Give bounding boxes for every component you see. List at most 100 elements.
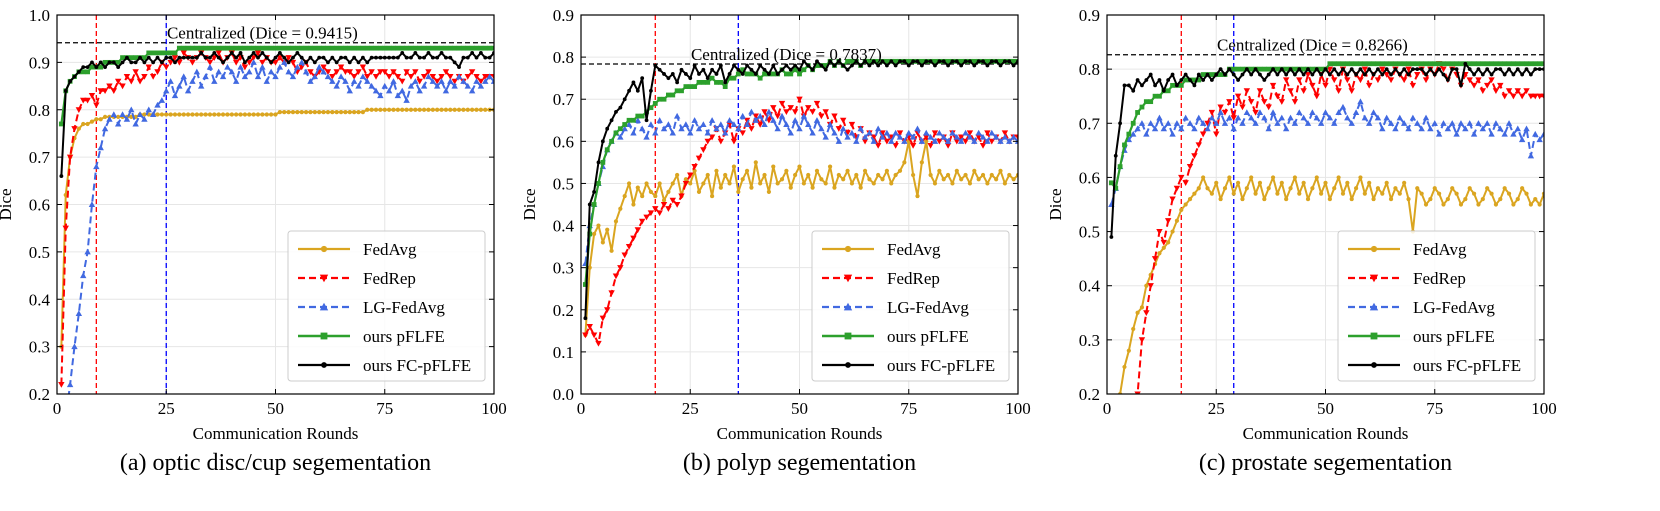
point-lgfedavg xyxy=(1444,125,1452,132)
point-fedavg xyxy=(308,110,313,115)
point-fedrep xyxy=(599,315,607,322)
point-fedrep xyxy=(1387,77,1395,84)
point-pflfe xyxy=(1519,61,1525,67)
point-pflfe xyxy=(1240,66,1245,72)
point-fedrep xyxy=(617,265,624,271)
point-fedavg xyxy=(1498,196,1503,202)
x-axis-label: Communication Rounds xyxy=(717,424,883,443)
point-pflfe xyxy=(150,50,156,56)
y-tick-label: 0.5 xyxy=(1079,223,1100,242)
point-pflfe xyxy=(1419,61,1425,67)
point-lgfedavg xyxy=(905,129,912,136)
point-pflfe xyxy=(469,45,475,51)
point-fedrep xyxy=(840,117,847,124)
point-fedavg xyxy=(312,110,317,115)
point-fedavg xyxy=(854,172,859,178)
point-pflfe xyxy=(1143,99,1149,105)
point-fedavg xyxy=(1187,196,1193,202)
y-tick-label: 0.2 xyxy=(29,385,50,404)
point-fedrep xyxy=(669,197,676,204)
point-fcpflfe xyxy=(339,55,343,60)
point-pflfe xyxy=(373,45,379,51)
point-pflfe xyxy=(1122,142,1127,148)
point-fedrep xyxy=(416,78,423,85)
point-lgfedavg xyxy=(997,138,1004,144)
point-lgfedavg xyxy=(281,59,288,65)
point-fcpflfe xyxy=(1467,67,1472,72)
legend-item-pflfe: ours pFLFE xyxy=(822,327,969,346)
point-lgfedavg xyxy=(1536,136,1543,143)
point-fedrep xyxy=(1379,66,1386,73)
point-fedrep xyxy=(1226,99,1233,105)
point-fcpflfe xyxy=(1279,67,1284,72)
point-fedrep xyxy=(250,55,257,61)
point-lgfedavg xyxy=(1366,120,1373,126)
point-lgfedavg xyxy=(735,125,742,132)
point-fedrep xyxy=(176,59,183,66)
point-fedrep xyxy=(1300,88,1307,94)
point-fedavg xyxy=(1428,196,1433,202)
point-fedrep xyxy=(420,74,428,80)
point-fcpflfe xyxy=(1524,67,1529,72)
point-pflfe xyxy=(1139,104,1145,110)
point-fedrep xyxy=(403,69,410,76)
point-lgfedavg xyxy=(75,310,83,317)
point-pflfe xyxy=(1480,61,1486,67)
point-fcpflfe xyxy=(98,60,103,65)
point-fedavg xyxy=(264,112,269,117)
point-fcpflfe xyxy=(596,160,601,165)
point-fcpflfe xyxy=(76,69,81,74)
point-fedavg xyxy=(902,160,907,165)
point-lgfedavg xyxy=(638,125,646,132)
point-fedavg xyxy=(1345,180,1350,185)
point-fcpflfe xyxy=(251,51,256,55)
point-fcpflfe xyxy=(675,80,680,85)
point-fcpflfe xyxy=(1271,67,1275,72)
legend-label: LG-FedAvg xyxy=(363,298,445,317)
point-fedrep xyxy=(691,164,698,170)
legend-label: FedRep xyxy=(887,269,940,288)
point-fedavg xyxy=(626,181,632,186)
point-pflfe xyxy=(770,71,776,77)
point-pflfe xyxy=(198,45,204,51)
point-fedavg xyxy=(736,189,741,194)
point-fedavg xyxy=(653,193,658,199)
point-lgfedavg xyxy=(1514,125,1521,132)
point-fcpflfe xyxy=(614,109,618,114)
point-fcpflfe xyxy=(710,67,714,72)
point-fcpflfe xyxy=(1007,59,1012,64)
point-fedrep xyxy=(822,109,829,116)
point-fedavg xyxy=(718,185,723,190)
point-lgfedavg xyxy=(765,108,773,115)
point-lgfedavg xyxy=(1348,120,1355,126)
point-lgfedavg xyxy=(237,63,244,70)
point-lgfedavg xyxy=(883,129,891,136)
point-lgfedavg xyxy=(219,73,227,80)
point-fcpflfe xyxy=(806,63,811,68)
point-lgfedavg xyxy=(831,129,838,136)
point-lgfedavg xyxy=(1440,120,1447,126)
point-pflfe xyxy=(1484,61,1490,67)
point-fedavg xyxy=(766,189,772,194)
point-fedrep xyxy=(232,59,240,66)
point-fedrep xyxy=(289,59,297,66)
point-fedrep xyxy=(1217,104,1224,111)
point-lgfedavg xyxy=(1309,109,1316,116)
point-fcpflfe xyxy=(120,60,125,65)
point-fedavg xyxy=(1161,245,1166,250)
point-fedrep xyxy=(1182,180,1189,187)
point-lgfedavg xyxy=(962,129,969,136)
point-lgfedavg xyxy=(1322,109,1329,116)
point-fcpflfe xyxy=(1345,72,1350,77)
point-fedavg xyxy=(1367,180,1372,185)
point-pflfe xyxy=(1379,61,1385,67)
point-lgfedavg xyxy=(634,117,642,123)
point-fcpflfe xyxy=(1002,59,1007,64)
point-fedrep xyxy=(1287,88,1294,94)
point-pflfe xyxy=(631,117,636,123)
point-fcpflfe xyxy=(933,63,937,68)
point-fedrep xyxy=(748,126,755,132)
point-fcpflfe xyxy=(470,51,475,55)
point-pflfe xyxy=(194,45,200,51)
point-pflfe xyxy=(264,45,270,51)
